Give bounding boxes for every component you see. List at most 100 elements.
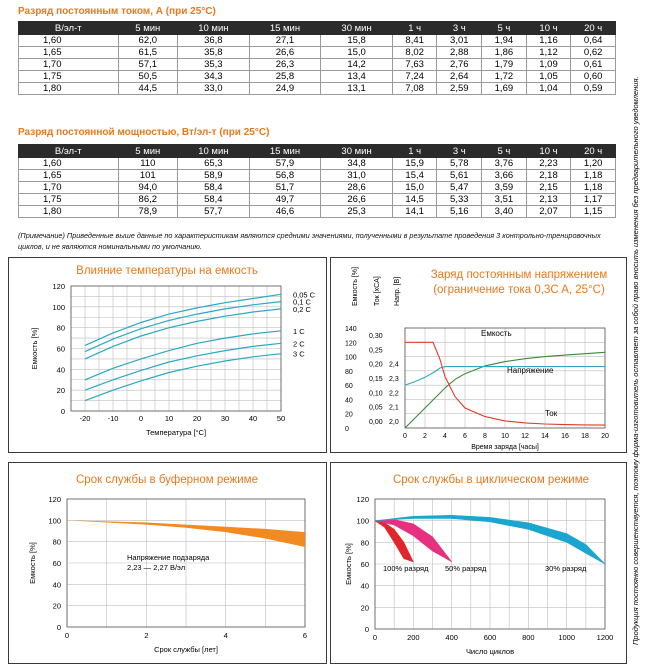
table-cell: 1,69 (481, 82, 527, 95)
y-tick-label: 40 (57, 365, 65, 374)
series-label: 30% разряд (545, 564, 587, 573)
table-cell: 49,7 (248, 193, 322, 206)
x-tick-label: 8 (483, 433, 487, 440)
table-note: (Примечание) Приведенные выше данные по … (18, 231, 601, 251)
current-column-header: 1 ч (391, 21, 438, 35)
y-tick-label: 100 (52, 303, 65, 312)
x-tick-label: 30 (221, 414, 229, 423)
chart-title: Влияние температуры на емкость (76, 265, 258, 277)
y-tick-label: 20 (53, 602, 61, 611)
table-cell: 0,59 (570, 82, 616, 95)
y-tick-label: 0 (365, 625, 369, 634)
power-column-header: 1 ч (391, 144, 438, 158)
y-tick-label: 60 (57, 345, 65, 354)
series-line (84, 293, 282, 346)
power-column-header: 30 мин (320, 144, 393, 158)
temperature-chart: Влияние температуры на емкость 0 20 40 60 80 1… (30, 265, 316, 437)
table-cell: 94,0 (117, 181, 179, 194)
series-label: Ток (545, 409, 558, 418)
x-tick-label: 40 (249, 414, 257, 423)
power-section-title: Разряд постоянной мощностью, Вт/эл-т (пр… (18, 127, 270, 138)
table-cell: 0,62 (570, 46, 616, 59)
table-cell: 101 (117, 169, 179, 182)
table-cell: 57,7 (177, 205, 250, 218)
table-cell: 2,13 (525, 193, 572, 206)
power-column-header: 10 мин (177, 144, 250, 158)
capacity-tick-label: 100 (345, 355, 357, 362)
series-label: 50% разряд (445, 564, 487, 573)
table-cell: 3,01 (436, 34, 483, 47)
table-cell: 1,75 (18, 193, 119, 206)
y-tick-label: 40 (361, 582, 369, 591)
x-tick-label: 200 (407, 633, 420, 642)
series-line (84, 301, 282, 353)
table-cell: 14,5 (391, 193, 438, 206)
chart-subtitle: (ограничение тока 0,3C A, 25°C) (433, 284, 605, 296)
table-cell: 2,15 (525, 181, 572, 194)
voltage-tick-label: 2,4 (389, 362, 399, 369)
x-tick-label: 14 (541, 433, 549, 440)
y-tick-label: 20 (361, 603, 369, 612)
y-tick-label: 120 (48, 495, 61, 504)
voltage-tick-label: 2,3 (389, 376, 399, 383)
table-cell: 1,65 (18, 169, 119, 182)
table-cell: 1,94 (481, 34, 527, 47)
capacity-tick-label: 140 (345, 326, 357, 333)
table-cell: 34,3 (177, 70, 250, 83)
series-label: 2 C (293, 339, 305, 348)
y-tick-label: 0 (61, 407, 65, 416)
plot-frame (70, 285, 282, 412)
x-tick-label: 0 (373, 633, 377, 642)
table-row: 1,65 61,5 35,8 26,6 15,0 8,02 2,88 1,86 1,12 0,62 (18, 46, 616, 59)
table-cell: 34,8 (320, 157, 393, 170)
voltage-tick-label: 2,1 (389, 405, 399, 412)
current-column-header: 3 ч (436, 21, 483, 35)
table-cell: 1,12 (525, 46, 572, 59)
table-row: 1,70 57,1 35,3 26,3 14,2 7,63 2,76 1,79 1,09 0,61 (18, 58, 616, 71)
table-row: 1,60 62,0 36,8 27,1 15,8 8,41 3,01 1,94 1,16 0,64 (18, 34, 616, 47)
capacity-tick-label: 20 (345, 412, 353, 419)
power-column-header: 5 мин (117, 144, 179, 158)
x-tick-label: 1200 (597, 633, 614, 642)
table-cell: 1,60 (18, 157, 119, 170)
table-cell: 26,3 (248, 58, 322, 71)
voltage-tick-label: 2,2 (389, 390, 399, 397)
table-cell: 1,18 (570, 169, 616, 182)
table-row: 1,70 94,0 58,4 51,7 28,6 15,0 5,47 3,59 2,15 1,18 (18, 181, 616, 194)
power-column-header: В/эл-т (18, 144, 119, 158)
x-tick-label: 2 (423, 433, 427, 440)
table-cell: 2,76 (436, 58, 483, 71)
current-column-header: 5 мин (117, 21, 179, 35)
table-cell: 2,18 (525, 169, 572, 182)
table-cell: 61,5 (117, 46, 179, 59)
table-cell: 1,17 (570, 193, 616, 206)
y-axis-label: Емкость [%] (344, 543, 353, 585)
table-cell: 33,0 (177, 82, 250, 95)
life-band (67, 520, 305, 547)
table-cell: 2,23 (525, 157, 572, 170)
table-cell: 1,04 (525, 82, 572, 95)
table-cell: 5,61 (436, 169, 483, 182)
annotation-line-1: Напряжение подзаряда (127, 553, 210, 562)
x-tick-label: 6 (303, 631, 307, 640)
y-tick-label: 20 (57, 386, 65, 395)
table-cell: 44,5 (117, 82, 179, 95)
cycle-band (374, 519, 452, 563)
table-cell: 7,24 (391, 70, 438, 83)
power-column-header: 20 ч (570, 144, 616, 158)
table-cell: 56,8 (248, 169, 322, 182)
x-tick-label: 0 (139, 414, 143, 423)
table-cell: 15,0 (391, 181, 438, 194)
table-cell: 46,6 (248, 205, 322, 218)
table-cell: 31,0 (320, 169, 393, 182)
plot-frame (66, 498, 306, 628)
y-tick-label: 120 (356, 495, 369, 504)
series-label: Емкость (481, 329, 512, 338)
y-tick-label: 100 (356, 517, 369, 526)
table-cell: 8,41 (391, 34, 438, 47)
table-cell: 78,9 (117, 205, 179, 218)
voltage-tick-label: 2,0 (389, 419, 399, 426)
table-cell: 0,60 (570, 70, 616, 83)
table-row: 1,80 78,9 57,7 46,6 25,3 14,1 5,16 3,40 2,07 1,15 (18, 205, 616, 218)
series-label: Напряжение (507, 366, 554, 375)
